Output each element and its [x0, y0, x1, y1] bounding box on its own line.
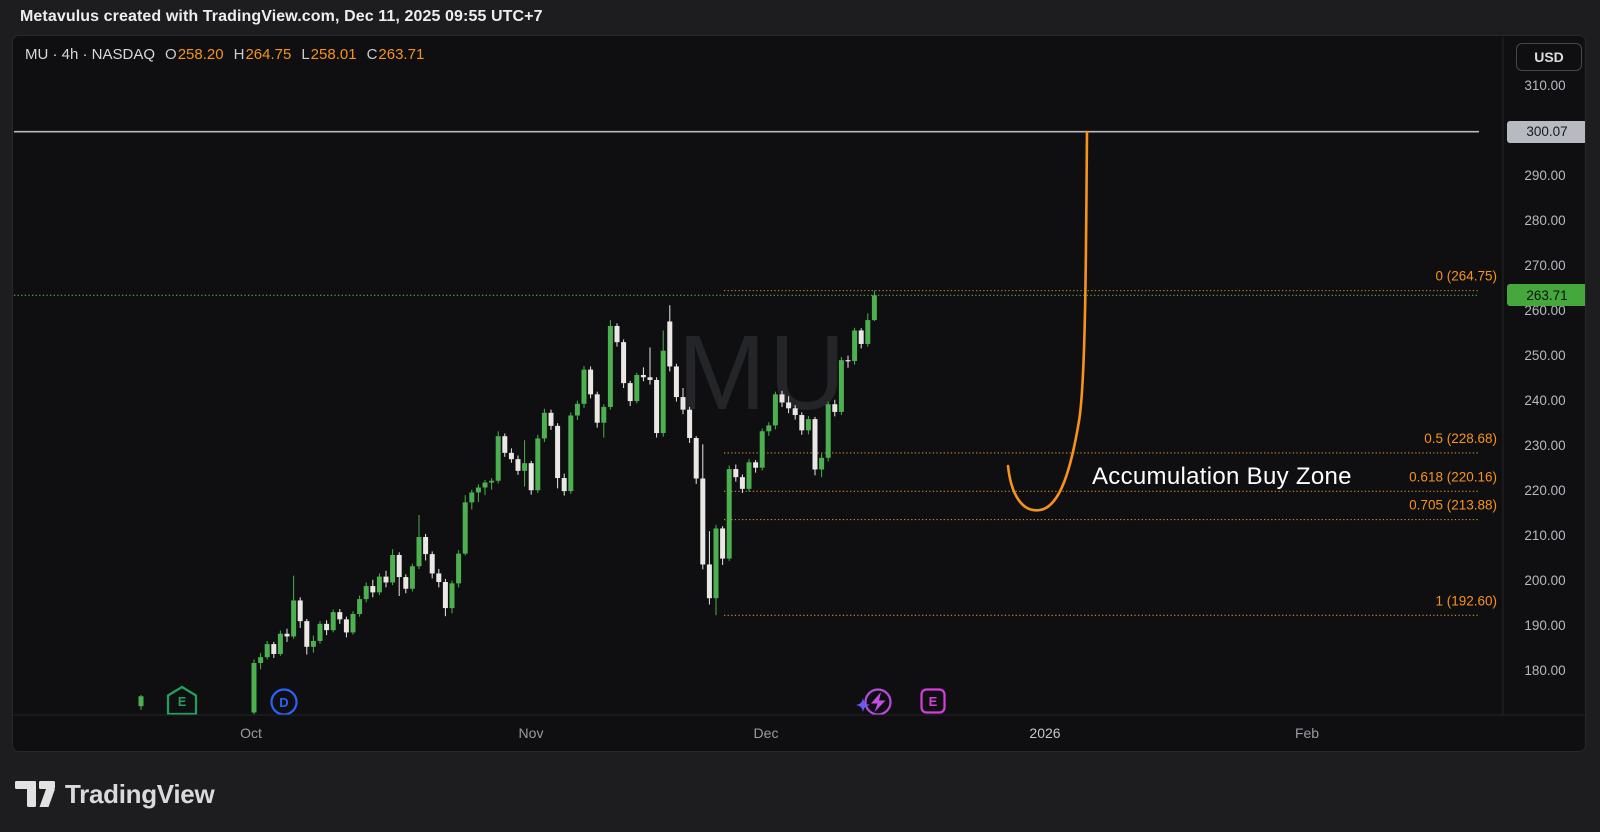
- dividend-marker-icon[interactable]: D: [270, 688, 298, 716]
- tradingview-logo-mark: [15, 781, 55, 807]
- price-tick-200.00: 200.00: [1524, 573, 1566, 588]
- price-tick-220.00: 220.00: [1524, 483, 1566, 498]
- earnings-square-marker-icon[interactable]: E: [920, 688, 946, 714]
- time-tick-Feb: Feb: [1294, 725, 1320, 741]
- price-tick-280.00: 280.00: [1524, 213, 1566, 228]
- symbol-watermark: MU: [678, 314, 849, 432]
- ohlc-close: C 263.71: [366, 46, 425, 63]
- chart-panel: MU · 4h · NASDAQ O 258.20 H 264.75 L 258.01…: [12, 35, 1586, 752]
- ohlc-high: H 264.75: [233, 46, 292, 63]
- price-tick-260.00: 260.00: [1524, 303, 1566, 318]
- top-bar: Metavulus created with TradingView.com, …: [0, 0, 1600, 35]
- candlestick-chart-canvas[interactable]: MU 0 (264.75) 0.5 (228.68) 0.618 (220.16) 0.…: [13, 36, 1586, 752]
- price-tick-230.00: 230.00: [1524, 438, 1566, 453]
- last-price-label: 263.71: [1507, 284, 1585, 307]
- currency-toggle-button[interactable]: USD: [1516, 43, 1582, 71]
- fib-level-label-0.5: 0.5 (228.68): [1424, 431, 1497, 446]
- fib-level-label-1: 1 (192.60): [1435, 593, 1497, 608]
- price-axis[interactable]: 310.00 290.00 280.00 270.00 260.00 250.00 240.…: [1503, 36, 1585, 716]
- flash-event-marker-icon[interactable]: [864, 688, 892, 716]
- tradingview-logo-text: TradingView: [65, 779, 215, 809]
- time-tick-Dec: Dec: [753, 725, 779, 741]
- price-tick-240.00: 240.00: [1524, 393, 1566, 408]
- price-tick-180.00: 180.00: [1524, 663, 1566, 678]
- chart-legend: MU · 4h · NASDAQ O 258.20 H 264.75 L 258.01…: [25, 46, 424, 63]
- price-tick-190.00: 190.00: [1524, 618, 1566, 633]
- sparkle-star-icon: [856, 698, 870, 712]
- time-tick-2026: 2026: [1029, 725, 1061, 741]
- fib-level-label-0.705: 0.705 (213.88): [1409, 498, 1497, 513]
- candle-series: [138, 290, 877, 715]
- fib-level-label-0: 0 (264.75): [1435, 269, 1497, 284]
- price-tick-270.00: 270.00: [1524, 258, 1566, 273]
- svg-text:D: D: [279, 695, 288, 710]
- symbol-interval-exchange: MU · 4h · NASDAQ: [25, 46, 156, 63]
- ohlc-open: O 258.20: [165, 46, 224, 63]
- alert-price-label[interactable]: 300.07: [1507, 120, 1585, 143]
- svg-text:E: E: [929, 694, 938, 709]
- accumulation-zone-label[interactable]: Accumulation Buy Zone: [1092, 463, 1352, 490]
- footer-bar: TradingView: [0, 753, 1600, 832]
- time-tick-Nov: Nov: [518, 725, 544, 741]
- price-tick-210.00: 210.00: [1524, 528, 1566, 543]
- time-tick-Oct: Oct: [240, 725, 262, 741]
- fib-level-label-0.618: 0.618 (220.16): [1409, 469, 1497, 484]
- price-tick-290.00: 290.00: [1524, 168, 1566, 183]
- earnings-marker-icon[interactable]: E: [166, 685, 198, 716]
- price-tick-250.00: 250.00: [1524, 348, 1566, 363]
- projection-curve-drawing[interactable]: [1006, 130, 1089, 512]
- svg-text:E: E: [178, 695, 186, 709]
- attribution-text: Metavulus created with TradingView.com, …: [20, 8, 543, 25]
- tradingview-logo[interactable]: TradingView: [15, 779, 215, 810]
- price-tick-310.00: 310.00: [1524, 78, 1566, 93]
- time-axis[interactable]: Oct Nov Dec 2026 Feb: [13, 716, 1585, 751]
- ohlc-low: L 258.01: [301, 46, 357, 63]
